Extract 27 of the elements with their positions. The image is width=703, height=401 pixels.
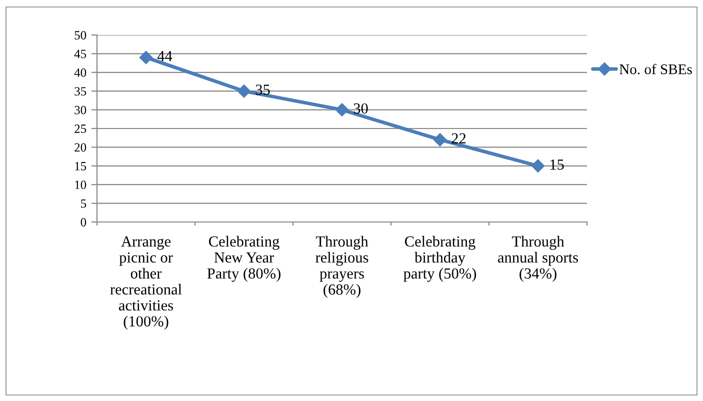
data-label: 35 bbox=[256, 84, 270, 95]
y-tick-label: 0 bbox=[80, 218, 86, 226]
point bbox=[531, 159, 545, 172]
x-tick-label: Through religious prayers (68%) bbox=[316, 236, 368, 298]
y-tick-label: 30 bbox=[74, 106, 86, 114]
y-tick-label: 35 bbox=[74, 87, 86, 96]
y-tick-label: 20 bbox=[74, 143, 86, 152]
y-tick-label: 15 bbox=[75, 162, 86, 170]
x-tick-label: Celebrating birthday party (50%) bbox=[404, 236, 476, 282]
y-tick-label: 50 bbox=[74, 31, 86, 40]
point bbox=[335, 103, 349, 116]
data-label: 44 bbox=[157, 51, 172, 62]
x-tick-label: Through annual sports (34%) bbox=[498, 236, 578, 282]
data-label: 22 bbox=[452, 133, 466, 144]
point bbox=[139, 50, 153, 64]
y-tick-label: 45 bbox=[74, 50, 86, 58]
y-tick-label: 40 bbox=[74, 68, 86, 77]
y-tick-label: 10 bbox=[75, 180, 86, 190]
y-tick-label: 5 bbox=[81, 199, 86, 208]
point bbox=[237, 84, 251, 98]
legend-label: No. of SBEs bbox=[620, 64, 692, 74]
point bbox=[433, 133, 447, 146]
data-label: 15 bbox=[550, 159, 564, 170]
x-tick-label: Arrange picnic or other recreational activities (100%) bbox=[110, 236, 182, 330]
data-label: 30 bbox=[354, 103, 368, 114]
x-tick-label: Celebrating New Year Party (80%) bbox=[207, 236, 280, 282]
y-tick-label: 25 bbox=[74, 124, 86, 133]
